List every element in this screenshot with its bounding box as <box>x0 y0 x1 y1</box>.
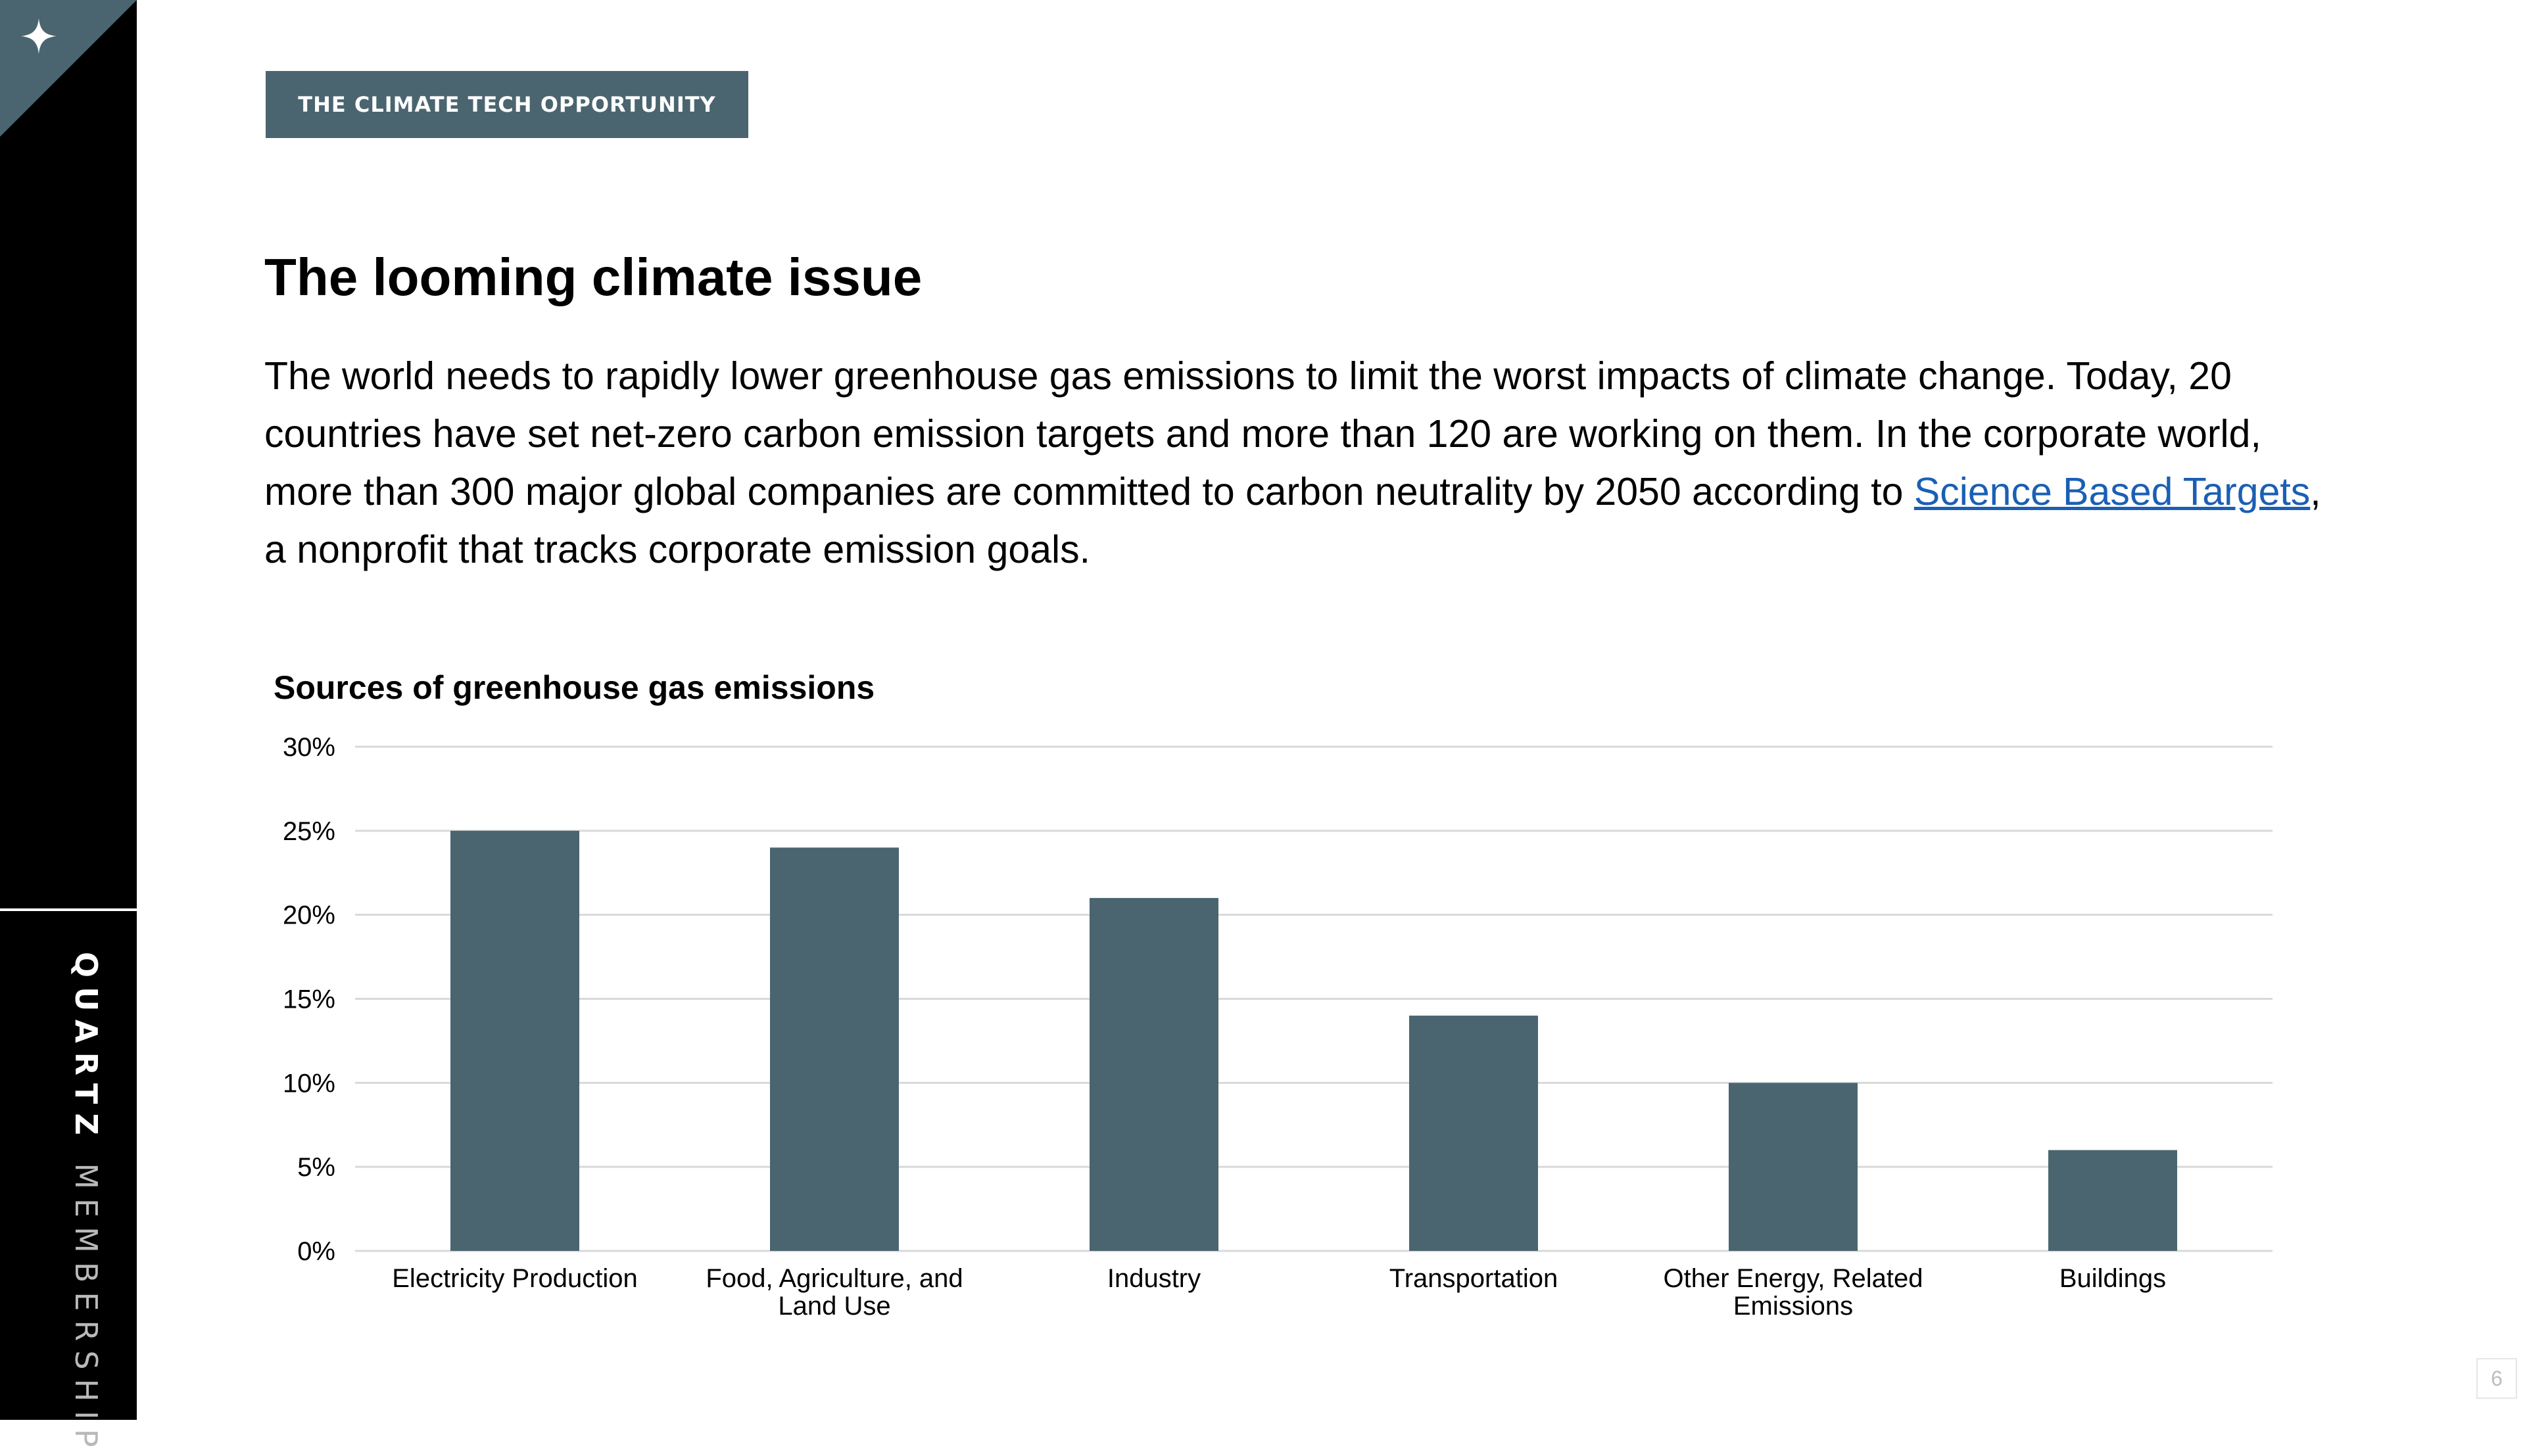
chart-x-axis: Electricity Production Food, Agriculture,… <box>392 1264 2166 1321</box>
sparkle-icon <box>21 18 57 54</box>
brand-name-strong: QUARTZ <box>68 952 104 1144</box>
page-number: 6 <box>2476 1358 2517 1399</box>
bar <box>1090 898 1218 1251</box>
x-category-label: Industry <box>1107 1264 1201 1293</box>
y-tick-label: 5% <box>297 1153 335 1182</box>
chart-bars <box>450 830 2177 1251</box>
science-based-targets-link[interactable]: Science Based Targets <box>1913 470 2311 513</box>
y-tick-label: 0% <box>297 1237 335 1266</box>
chart-title: Sources of greenhouse gas emissions <box>274 669 875 706</box>
rail-divider <box>0 908 137 911</box>
emissions-bar-chart: Sources of greenhouse gas emissions 0% 5%… <box>274 669 2272 1321</box>
y-tick-label: 30% <box>283 733 335 762</box>
x-category-label: Transportation <box>1389 1264 1558 1293</box>
intro-paragraph: The world needs to rapidly lower greenho… <box>264 347 2336 578</box>
x-category-label: Electricity Production <box>392 1264 637 1293</box>
intro-text-end: , a nonprofit that tracks corporate emis… <box>264 470 2321 571</box>
brand-logo: QUARTZ MEMBERSHIP <box>68 952 104 1456</box>
sidebar-rail: QUARTZ MEMBERSHIP <box>0 0 137 1456</box>
bar <box>1409 1016 1538 1251</box>
x-category-label: Food, Agriculture, and Land Use <box>706 1264 963 1321</box>
chart-y-axis: 0% 5% 10% 15% 20% 25% 30% <box>283 733 335 1266</box>
y-tick-label: 10% <box>283 1069 335 1098</box>
section-tag: THE CLIMATE TECH OPPORTUNITY <box>266 71 748 138</box>
brand-name-light: MEMBERSHIP <box>68 1163 104 1456</box>
page-title: The looming climate issue <box>264 248 923 306</box>
y-tick-label: 20% <box>283 901 335 930</box>
bar <box>450 830 579 1251</box>
y-tick-label: 25% <box>283 817 335 846</box>
chart-gridlines <box>355 745 2272 1252</box>
bar <box>770 847 899 1251</box>
bar <box>2048 1150 2177 1251</box>
bar <box>1729 1083 1858 1251</box>
x-category-label: Other Energy, Related Emissions <box>1663 1264 1923 1321</box>
y-tick-label: 15% <box>283 985 335 1014</box>
x-category-label: Buildings <box>2059 1264 2166 1293</box>
intro-text: The world needs to rapidly lower greenho… <box>264 354 2261 513</box>
